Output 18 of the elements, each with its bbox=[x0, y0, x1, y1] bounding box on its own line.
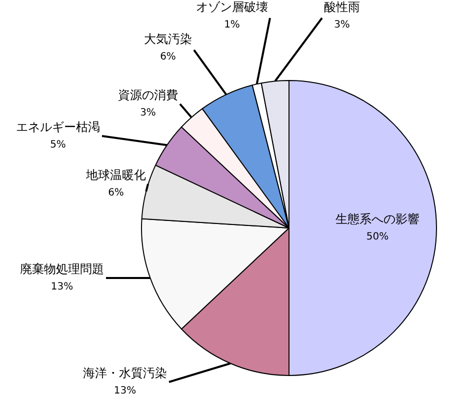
data-label: 13% bbox=[50, 282, 74, 293]
slice-label: 廃棄物処理問題 bbox=[20, 262, 104, 276]
slice-label: 海洋・水質汚染 bbox=[83, 366, 167, 380]
data-label: 13% bbox=[114, 386, 136, 397]
data-label: 5% bbox=[50, 140, 66, 151]
slice-label: 資源の消費 bbox=[118, 88, 178, 102]
slice-label: 地球温暖化 bbox=[85, 168, 146, 182]
slice-label: エネルギー枯渇 bbox=[16, 120, 100, 134]
data-label: 3% bbox=[140, 108, 156, 119]
data-label: 1% bbox=[224, 20, 240, 31]
data-label: 6% bbox=[108, 188, 124, 199]
slice-label: 生態系への影響 bbox=[336, 212, 420, 226]
slice-label: 酸性雨 bbox=[324, 0, 360, 14]
data-label: 50% bbox=[366, 232, 389, 243]
slice-label: オゾン層破壊 bbox=[196, 0, 268, 14]
data-label: 6% bbox=[160, 52, 176, 63]
data-label: 3% bbox=[334, 20, 350, 31]
slice-label: 大気汚染 bbox=[144, 32, 192, 46]
